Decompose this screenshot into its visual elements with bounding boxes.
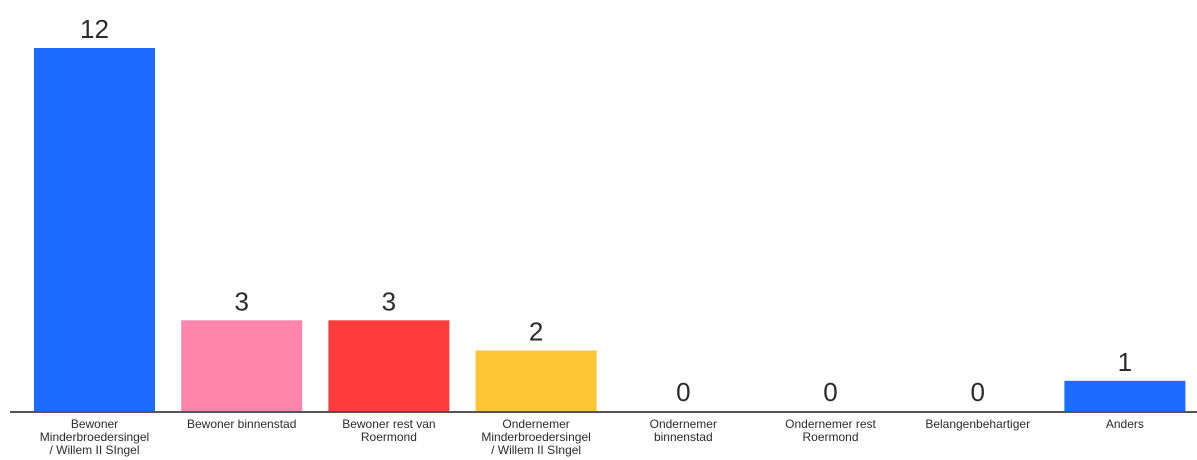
category-label-5-line-1: Roermond [802,430,858,444]
bar-7 [1064,380,1186,412]
category-labels-group: Bewoner Minderbroedersingel / Willem II SI… [40,417,1144,457]
category-label-3: Ondernemer Minderbroedersingel / Willem II… [481,417,590,457]
value-label-3: 2 [529,317,543,347]
value-label-2: 3 [382,286,396,316]
category-label-5: Ondernemer rest Roermond [785,417,876,444]
category-label-6-line-0: Belangenbehartiger [925,417,1030,431]
category-label-4-line-1: binnenstad [654,430,713,444]
value-label-0: 12 [80,14,109,44]
value-label-6: 0 [970,377,984,407]
value-label-7: 1 [1118,347,1132,377]
category-label-0: Bewoner Minderbroedersingel / Willem II SI… [40,417,149,457]
category-label-3-line-1: Minderbroedersingel [481,430,590,444]
category-label-2: Bewoner rest van Roermond [342,417,435,444]
category-label-5-line-0: Ondernemer rest [785,417,876,431]
category-label-0-line-2: / Willem II SIngel [49,443,139,457]
category-label-1-line-0: Bewoner binnenstad [187,417,296,431]
bar-0 [34,48,155,411]
category-label-3-line-0: Ondernemer [502,417,569,431]
category-label-2-line-0: Bewoner rest van [342,417,435,431]
category-label-0-line-1: Minderbroedersingel [40,430,149,444]
category-label-4-line-0: Ondernemer [650,417,717,431]
value-labels-group: 12 3 3 2 0 0 0 1 [80,14,1132,407]
category-label-3-line-2: / Willem II SIngel [491,443,581,457]
bars-group [34,48,1186,412]
bar-2 [328,320,450,412]
category-label-7-line-0: Anders [1106,417,1144,431]
category-label-2-line-1: Roermond [361,430,417,444]
bar-1 [181,320,303,412]
category-label-6: Belangenbehartiger [925,417,1030,431]
value-label-5: 0 [823,377,837,407]
category-label-7: Anders [1106,417,1144,431]
category-label-1: Bewoner binnenstad [187,417,296,431]
bar-3 [475,350,597,411]
category-label-4: Ondernemer binnenstad [650,417,717,444]
value-label-1: 3 [234,286,248,316]
category-label-0-line-0: Bewoner [71,417,118,431]
value-label-4: 0 [676,377,690,407]
